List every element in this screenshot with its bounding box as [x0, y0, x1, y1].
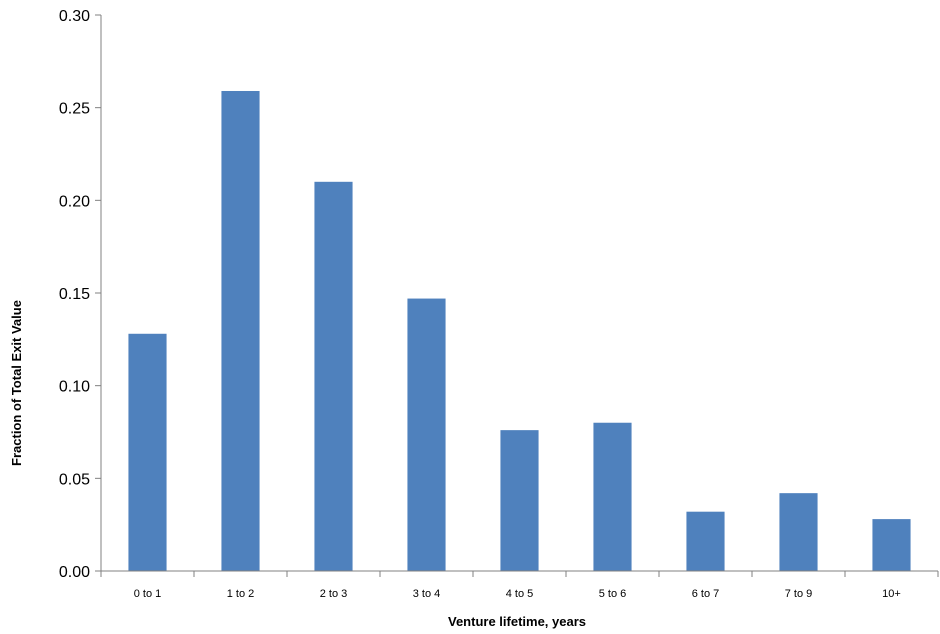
x-tick-label: 2 to 3 [320, 588, 348, 600]
y-ticks-layer: 0.00 0.05 0.10 0.15 0.20 0.25 0.30 [59, 8, 101, 581]
bar-0-to-1 [128, 333, 167, 571]
bar-7-to-9 [779, 493, 818, 571]
bar-4-to-5 [500, 430, 539, 571]
x-tick-label: 3 to 4 [413, 588, 441, 600]
bars-layer [128, 90, 911, 572]
y-tick-label: 0.15 [59, 286, 90, 303]
x-tick-label: 6 to 7 [692, 588, 720, 600]
y-tick-label: 0.05 [59, 471, 90, 488]
x-tick-label: 0 to 1 [134, 588, 162, 600]
y-axis-title: Fraction of Total Exit Value [9, 300, 24, 466]
x-tick-label: 7 to 9 [785, 588, 813, 600]
y-tick-label: 0.20 [59, 193, 90, 210]
x-tick-label: 1 to 2 [227, 588, 255, 600]
x-tick-label: 10+ [882, 588, 901, 600]
x-axis-title: Venture lifetime, years [448, 614, 586, 629]
y-tick-label: 0.30 [59, 8, 90, 25]
bar-1-to-2 [221, 90, 260, 571]
x-ticks-layer: 0 to 1 1 to 2 2 to 3 3 to 4 4 to 5 5 to 6 6 to… [100, 571, 939, 600]
y-tick-label: 0.00 [59, 564, 90, 581]
bar-3-to-4 [407, 298, 446, 571]
bar-2-to-3 [314, 181, 353, 572]
bar-6-to-7 [686, 511, 725, 571]
x-tick-label: 5 to 6 [599, 588, 627, 600]
y-tick-label: 0.10 [59, 379, 90, 396]
x-tick-label: 4 to 5 [506, 588, 534, 600]
bar-5-to-6 [593, 422, 632, 571]
bar-10plus [872, 519, 911, 571]
y-tick-label: 0.25 [59, 101, 90, 118]
